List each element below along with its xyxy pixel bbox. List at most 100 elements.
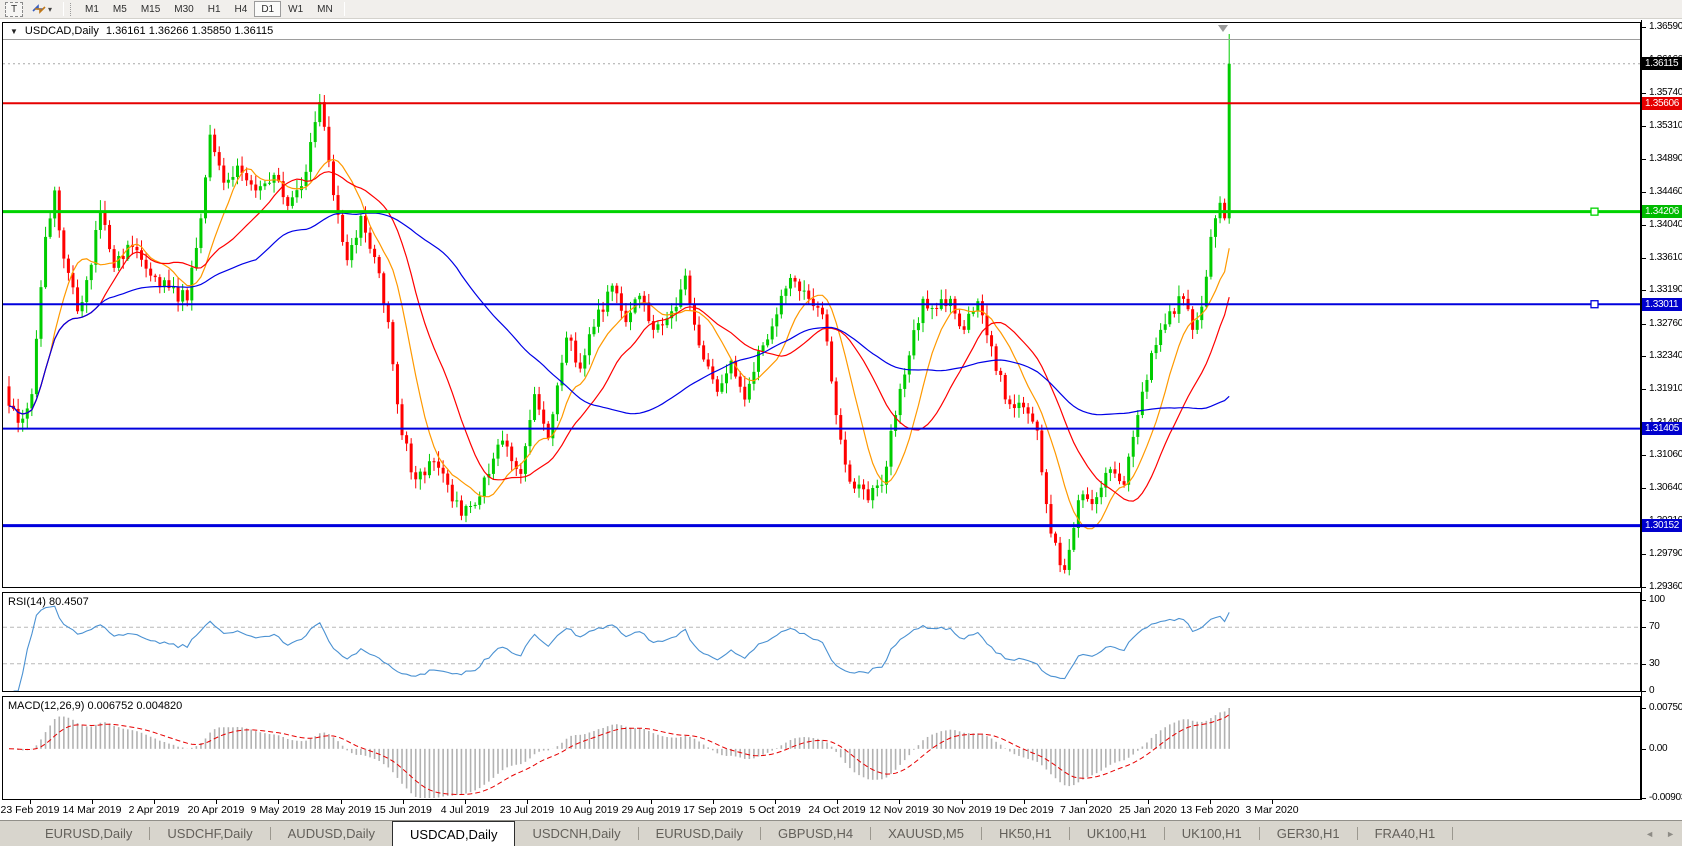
toolbar-separator: [343, 2, 345, 16]
macd-chart[interactable]: [3, 697, 1640, 799]
date-tick-mark: [899, 800, 900, 804]
axis-tick-mark: [1641, 554, 1646, 555]
axis-tick-mark: [1641, 389, 1646, 390]
chart-tab-eurusd-daily[interactable]: EURUSD,Daily: [45, 826, 133, 841]
timeframe-button-h4[interactable]: H4: [234, 3, 248, 15]
axis-tick-mark: [1641, 488, 1646, 489]
tab-scroll-left-icon[interactable]: ◄: [1645, 829, 1655, 839]
timeframe-button-mn[interactable]: MN: [317, 3, 333, 15]
tab-separator: [269, 827, 271, 840]
tab-separator: [1452, 827, 1454, 840]
chart-tab-uk100-h1[interactable]: UK100,H1: [1086, 826, 1147, 841]
date-tick-mark: [1272, 800, 1273, 804]
date-label: 3 Mar 2020: [1245, 804, 1299, 816]
chart-tab-uk100-h1[interactable]: UK100,H1: [1181, 826, 1242, 841]
current-price-badge: 1.36115: [1642, 57, 1682, 70]
axis-tick-mark: [1641, 455, 1646, 456]
tab-separator: [1068, 827, 1070, 840]
axis-tick-label: 30: [1649, 658, 1660, 669]
axis-tick-mark: [1641, 691, 1646, 692]
chart-tab-eurusd-daily[interactable]: EURUSD,Daily: [655, 826, 743, 841]
chart-tab-usdchf-daily[interactable]: USDCHF,Daily: [167, 826, 253, 841]
axis-tick-label: 1.34890: [1649, 153, 1682, 164]
chart-tab-hk50-h1[interactable]: HK50,H1: [998, 826, 1052, 841]
chart-tab-gbpusd-h4[interactable]: GBPUSD,H4: [777, 826, 854, 841]
toolbar: T ▾ M1 M5 M15 M30 H1 H4 D1 W1 MN: [0, 0, 1682, 19]
date-axis: 23 Feb 2019 14 Mar 2019 2 Apr 2019 20 Apr 2…: [0, 800, 1641, 819]
tab-scroll-right-icon[interactable]: ►: [1666, 829, 1675, 839]
axis-tick-label: 1.34040: [1649, 219, 1682, 230]
price-line-badge: 1.33011: [1642, 298, 1682, 311]
date-label: 17 Sep 2019: [683, 804, 743, 816]
date-tick-mark: [403, 800, 404, 804]
axis-tick-label: 100: [1649, 594, 1665, 605]
timeframe-button-m30[interactable]: M30: [174, 3, 194, 15]
chart-tab-fra40-h1[interactable]: FRA40,H1: [1374, 826, 1436, 841]
date-label: 29 Aug 2019: [621, 804, 681, 816]
axis-tick-mark: [1641, 587, 1646, 588]
tab-separator: [637, 827, 639, 840]
date-tick-mark: [30, 800, 31, 804]
price-line-badge: 1.35606: [1642, 97, 1682, 110]
moving-average-55: [8, 212, 1230, 416]
date-tick-mark: [154, 800, 155, 804]
date-tick-mark: [775, 800, 776, 804]
chart-tab-usdcad-daily[interactable]: USDCAD,Daily: [392, 821, 516, 846]
timeframe-button-m15[interactable]: M15: [140, 3, 161, 15]
date-tick-mark: [1148, 800, 1149, 804]
text-tool-button[interactable]: T: [5, 1, 23, 17]
price-line-badge: 1.30152: [1642, 519, 1682, 532]
chart-shift-marker[interactable]: [1218, 25, 1228, 32]
timeframe-button-m1[interactable]: M1: [85, 3, 99, 15]
date-label: 24 Oct 2019: [808, 804, 866, 816]
tab-separator: [1258, 827, 1260, 840]
axis-tick-mark: [1641, 27, 1646, 28]
rsi-chart[interactable]: [3, 593, 1640, 691]
date-label: 12 Nov 2019: [869, 804, 929, 816]
axis-tick-label: 1.29360: [1649, 581, 1682, 592]
date-tick-mark: [837, 800, 838, 804]
date-tick-mark: [216, 800, 217, 804]
axis-tick-mark: [1641, 225, 1646, 226]
date-label: 15 Jun 2019: [374, 804, 432, 816]
line-handle[interactable]: [1590, 300, 1599, 309]
tab-separator: [870, 827, 872, 840]
date-label: 9 May 2019: [250, 804, 306, 816]
price-line-badge: 1.31405: [1642, 422, 1682, 435]
rsi-label: RSI(14) 80.4507: [8, 596, 89, 608]
date-tick-mark: [1086, 800, 1087, 804]
candles: [7, 33, 1231, 576]
date-label: 23 Jul 2019: [499, 804, 555, 816]
timeframe-button-d1[interactable]: D1: [254, 1, 282, 17]
chart-tab-usdcnh-daily[interactable]: USDCNH,Daily: [532, 826, 621, 841]
date-tick-mark: [1210, 800, 1211, 804]
axis-tick-label: 1.31060: [1649, 449, 1682, 460]
tab-separator: [980, 827, 982, 840]
axis-tick-label: 1.32340: [1649, 350, 1682, 361]
axis-tick-label: 1.35740: [1649, 87, 1682, 98]
axis-tick-mark: [1641, 600, 1646, 601]
timeframe-button-w1[interactable]: W1: [288, 3, 304, 15]
timeframe-button-m5[interactable]: M5: [112, 3, 127, 15]
axis-tick-label: 1.32760: [1649, 318, 1682, 329]
date-tick-mark: [527, 800, 528, 804]
toolbar-grip: [70, 2, 74, 16]
date-label: 23 Feb 2019: [0, 804, 60, 816]
axis-tick-label: 0.007503: [1649, 702, 1682, 713]
axis-tick-label: 1.34460: [1649, 186, 1682, 197]
chart-tab-ger30-h1[interactable]: GER30,H1: [1276, 826, 1340, 841]
rsi-panel: RSI(14) 80.4507: [2, 592, 1641, 692]
chart-tab-xauusd-m5[interactable]: XAUUSD,M5: [888, 826, 964, 841]
timeframe-button-h1[interactable]: H1: [207, 3, 221, 15]
line-handle[interactable]: [1590, 207, 1599, 216]
tab-separator: [1356, 827, 1358, 840]
axis-tick-mark: [1641, 356, 1646, 357]
chart-tab-audusd-daily[interactable]: AUDUSD,Daily: [287, 826, 376, 841]
candlestick-chart[interactable]: [3, 23, 1640, 587]
date-label: 10 Aug 2019: [559, 804, 619, 816]
date-label: 25 Jan 2020: [1119, 804, 1177, 816]
date-tick-mark: [713, 800, 714, 804]
chart-style-button[interactable]: ▾: [29, 1, 55, 17]
axis-tick-label: 1.35310: [1649, 120, 1682, 131]
